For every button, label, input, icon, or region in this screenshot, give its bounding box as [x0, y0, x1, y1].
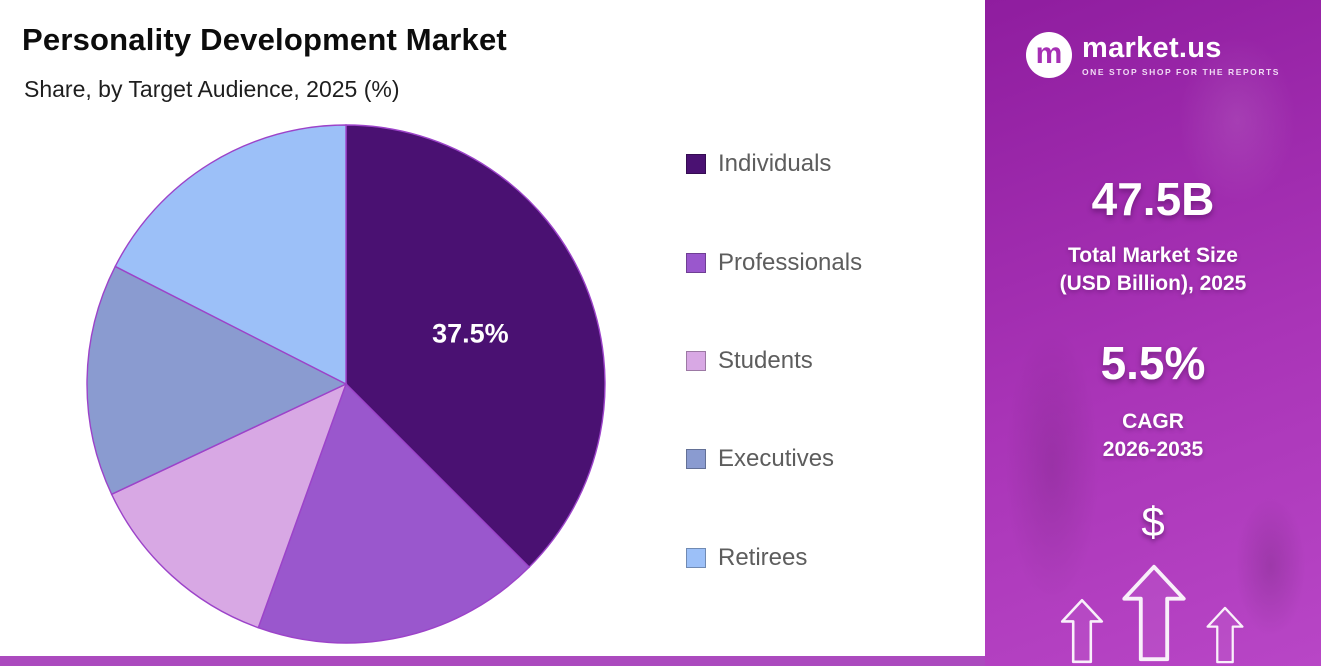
- pie-slice-executives: [86, 265, 348, 496]
- growth-arrow-icon: [1122, 564, 1186, 662]
- total-market-size-label-line1: Total Market Size: [1068, 244, 1238, 267]
- legend-item-students: Students: [686, 312, 862, 410]
- growth-arrow-icon: [1060, 598, 1104, 664]
- page-title: Personality Development Market: [22, 22, 507, 57]
- brand-tagline: ONE STOP SHOP FOR THE REPORTS: [1082, 66, 1280, 77]
- legend-swatch: [686, 547, 706, 568]
- chart-legend: Individuals Professionals Students Executiv…: [686, 115, 862, 607]
- total-market-size-label: Total Market Size (USD Billion), 2025: [985, 242, 1321, 297]
- cagr-label: CAGR 2026-2035: [985, 408, 1321, 463]
- dollar-icon: $: [1141, 498, 1165, 545]
- legend-label: Individuals: [718, 150, 832, 178]
- pie-chart: 37.5%: [86, 124, 606, 644]
- growth-arrows: [985, 562, 1321, 664]
- legend-label: Retirees: [718, 543, 808, 571]
- pie-chart-area: 37.5%: [85, 123, 607, 645]
- pie-slice-professionals: [257, 382, 531, 644]
- cagr-label-line1: CAGR: [1122, 410, 1184, 433]
- legend-swatch: [686, 449, 706, 470]
- market-us-logo-icon: m: [1026, 32, 1072, 78]
- legend-item-executives: Executives: [686, 410, 862, 508]
- legend-label: Executives: [718, 445, 835, 473]
- page-subtitle: Share, by Target Audience, 2025 (%): [24, 76, 400, 102]
- legend-item-professionals: Professionals: [686, 213, 862, 311]
- growth-arrow-icon: [1206, 606, 1244, 664]
- legend-swatch: [686, 252, 706, 273]
- legend-label: Students: [718, 346, 813, 374]
- legend-item-retirees: Retirees: [686, 509, 862, 607]
- cagr-label-line2: 2026-2035: [1102, 437, 1204, 461]
- pie-data-label: 37.5%: [432, 319, 509, 349]
- total-market-size-label-line2: (USD Billion), 2025: [1059, 271, 1247, 295]
- pie-slice-retirees: [114, 124, 347, 386]
- bottom-accent-bar: [0, 656, 1321, 666]
- legend-swatch: [686, 350, 706, 371]
- stats-sidebar: m market.us ONE STOP SHOP FOR THE REPORT…: [985, 0, 1321, 666]
- cagr-value: 5.5%: [1100, 337, 1206, 389]
- total-market-size-value: 47.5B: [1091, 173, 1215, 225]
- brand-logo: m market.us ONE STOP SHOP FOR THE REPORT…: [985, 32, 1321, 78]
- brand-text-block: market.us ONE STOP SHOP FOR THE REPORTS: [1082, 31, 1280, 77]
- brand-name: market.us: [1082, 31, 1222, 64]
- legend-label: Professionals: [718, 248, 863, 276]
- pie-slice-individuals: [345, 124, 606, 569]
- pie-slice-students: [110, 382, 348, 629]
- legend-item-individuals: Individuals: [686, 115, 862, 213]
- legend-swatch: [686, 154, 706, 175]
